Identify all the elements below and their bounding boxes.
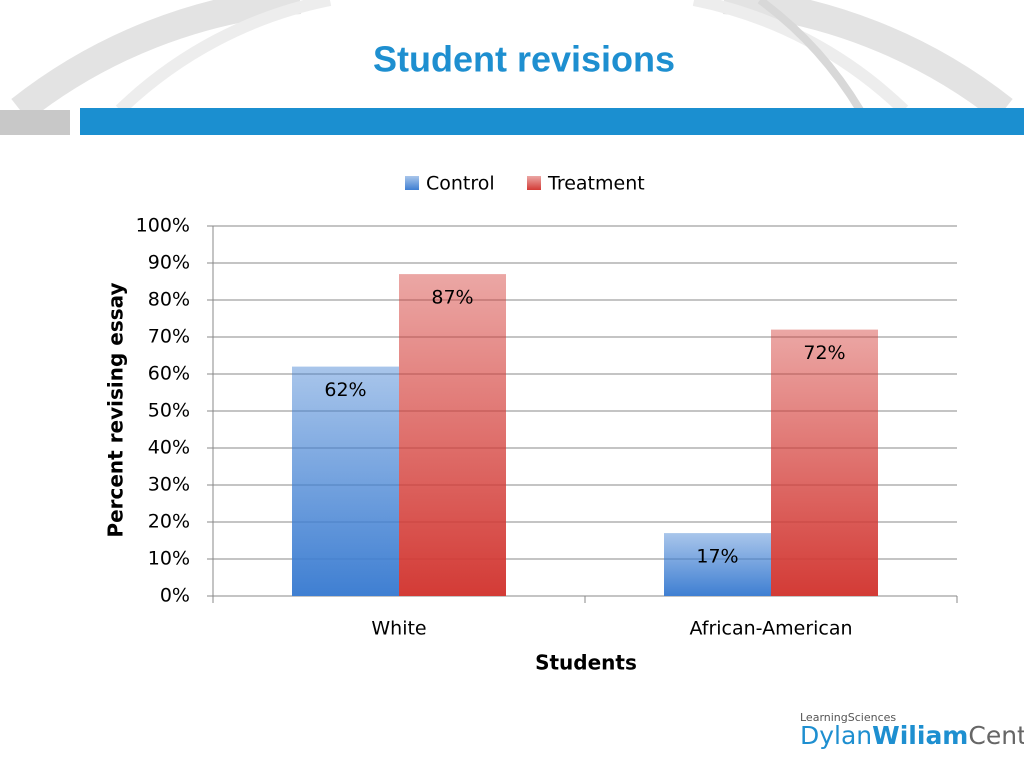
y-tick-label: 0% — [160, 585, 190, 607]
data-label: 62% — [324, 379, 366, 401]
y-tick-label: 20% — [148, 511, 190, 533]
logo-brand: LearningSciences — [800, 711, 896, 724]
logo-name-first: Dylan — [800, 721, 872, 750]
y-tick-label: 100% — [136, 215, 190, 237]
data-label: 17% — [696, 546, 738, 568]
slide-title: Student revisions — [373, 39, 675, 80]
x-axis-label: Students — [535, 651, 637, 675]
y-tick-label: 40% — [148, 437, 190, 459]
x-tick-label: African-American — [689, 618, 852, 640]
y-tick-label: 10% — [148, 548, 190, 570]
logo-name-last: Center — [968, 721, 1024, 750]
legend-label: Control — [426, 173, 495, 195]
y-tick-label: 90% — [148, 252, 190, 274]
x-tick-label: White — [371, 618, 426, 640]
legend-label: Treatment — [547, 173, 645, 195]
y-axis-label: Percent revising essay — [104, 282, 128, 537]
bar — [292, 366, 399, 596]
legend-swatch — [527, 176, 541, 190]
logo-name: DylanWiliamCenter — [800, 721, 1024, 750]
y-tick-label: 80% — [148, 289, 190, 311]
bar — [399, 274, 506, 596]
y-tick-label: 50% — [148, 400, 190, 422]
y-tick-label: 60% — [148, 363, 190, 385]
data-label: 72% — [803, 342, 845, 364]
y-tick-label: 70% — [148, 326, 190, 348]
bar — [664, 533, 771, 596]
header-band — [80, 108, 1024, 135]
header-grey-block — [0, 110, 70, 135]
logo: LearningSciences DylanWiliamCenter — [800, 711, 1024, 750]
bar — [771, 329, 878, 596]
data-label: 87% — [431, 287, 473, 309]
header-decoration — [11, 0, 1013, 121]
legend-swatch — [405, 176, 419, 190]
logo-name-middle: Wiliam — [872, 721, 968, 750]
y-tick-label: 30% — [148, 474, 190, 496]
